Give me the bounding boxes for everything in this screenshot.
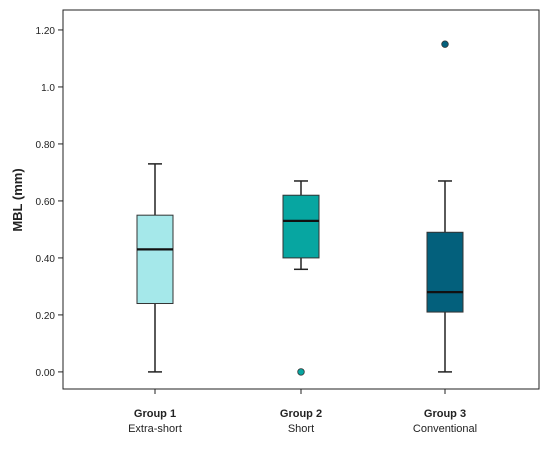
- x-tick-sublabel: Extra-short: [128, 423, 182, 435]
- y-tick-label: 1.20: [36, 26, 56, 37]
- outlier-point: [297, 368, 305, 376]
- y-tick-label: 0.80: [36, 140, 56, 151]
- box-series: [136, 40, 464, 376]
- x-tick-label: Group 2: [280, 408, 322, 420]
- outlier-point: [441, 40, 449, 48]
- y-tick-label: 0.40: [36, 254, 56, 265]
- box-group: [282, 180, 320, 376]
- x-tick-label: Group 3: [424, 408, 466, 420]
- x-tick-label: Group 1: [134, 408, 176, 420]
- y-axis: 0.00 0.20 0.40 0.60 0.80 1.0 1.20: [36, 26, 63, 379]
- y-axis-label: MBL (mm): [10, 168, 25, 231]
- x-tick-sublabel: Conventional: [413, 423, 477, 435]
- y-tick-label: 0.00: [36, 368, 56, 379]
- iqr-box: [282, 194, 320, 259]
- iqr-box: [426, 231, 464, 313]
- y-tick-label: 1.0: [41, 83, 55, 94]
- y-tick-label: 0.20: [36, 311, 56, 322]
- iqr-box: [136, 214, 174, 305]
- box-group: [136, 163, 174, 373]
- y-tick-label: 0.60: [36, 197, 56, 208]
- x-axis: Group 1 Extra-short Group 2 Short Group 3 Con…: [128, 389, 477, 435]
- x-tick-sublabel: Short: [288, 423, 314, 435]
- box-group: [426, 40, 464, 373]
